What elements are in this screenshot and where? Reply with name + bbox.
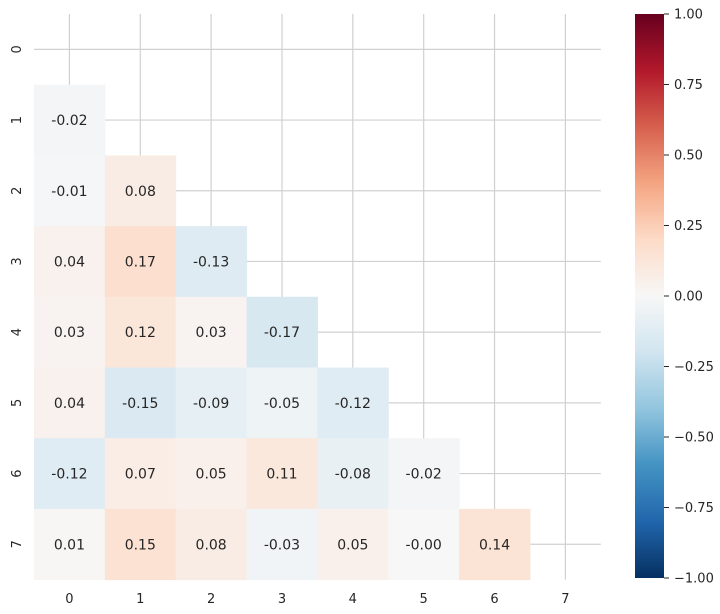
cell-label-5-2: -0.09 xyxy=(193,396,229,412)
y-tick-label-5: 5 xyxy=(10,399,25,407)
heatmap-cell-6-3 xyxy=(246,438,318,510)
x-tick-label-0: 0 xyxy=(65,592,73,607)
heatmap-cell-3-0 xyxy=(34,226,106,298)
heatmap-cell-4-3 xyxy=(246,296,318,368)
colorbar-tick-label-4: 0.00 xyxy=(674,290,703,305)
x-tick-label-1: 1 xyxy=(136,592,144,607)
cell-label-5-1: -0.15 xyxy=(122,396,158,412)
cell-label-5-0: 0.04 xyxy=(54,396,85,412)
heatmap-cell-6-5 xyxy=(388,438,460,510)
colorbar-tick-label-8: −1.00 xyxy=(674,572,714,587)
x-tick-label-4: 4 xyxy=(349,592,357,607)
cell-label-3-0: 0.04 xyxy=(54,254,85,270)
heatmap-cell-6-0 xyxy=(34,438,106,510)
heatmap-cell-5-1 xyxy=(104,367,177,439)
x-axis-ticks: 0 1 2 3 4 5 6 7 xyxy=(65,592,569,607)
colorbar-tick-label-3: 0.25 xyxy=(674,219,703,234)
heatmap-cells: -0.02 -0.01 0.08 0.04 0.17 -0.13 0.03 0.12 0.03 -… xyxy=(34,84,531,581)
cell-label-7-4: 0.05 xyxy=(337,537,368,553)
colorbar-gradient xyxy=(635,14,664,578)
heatmap-cell-7-4 xyxy=(317,508,389,581)
cell-label-2-0: -0.01 xyxy=(51,184,87,200)
y-tick-label-0: 0 xyxy=(10,45,25,53)
cell-label-7-1: 0.15 xyxy=(125,537,156,553)
cell-label-7-5: -0.00 xyxy=(406,537,442,553)
cell-label-7-0: 0.01 xyxy=(54,537,85,553)
cell-label-3-2: -0.13 xyxy=(193,254,229,270)
heatmap-cell-2-0 xyxy=(34,155,106,227)
heatmap-cell-4-1 xyxy=(104,296,177,368)
heatmap-cell-3-1 xyxy=(104,226,177,298)
cell-label-7-2: 0.08 xyxy=(196,537,227,553)
cell-label-1-0: -0.02 xyxy=(51,113,87,129)
cell-label-6-3: 0.11 xyxy=(266,467,297,483)
heatmap-cell-5-0 xyxy=(34,367,106,439)
y-tick-label-2: 2 xyxy=(10,187,25,195)
cell-label-3-1: 0.17 xyxy=(125,254,156,270)
heatmap-cell-7-0 xyxy=(34,508,106,581)
cell-label-4-1: 0.12 xyxy=(125,325,156,341)
x-tick-label-2: 2 xyxy=(207,592,215,607)
heatmap-cell-4-0 xyxy=(34,296,106,368)
colorbar: 1.00 0.75 0.50 0.25 0.00 −0.25 −0.50 −0.75 −1.00 xyxy=(635,8,714,587)
heatmap-cell-6-1 xyxy=(104,438,177,510)
cell-label-2-1: 0.08 xyxy=(125,184,156,200)
y-tick-label-3: 3 xyxy=(10,257,25,265)
heatmap-cell-6-4 xyxy=(317,438,389,510)
y-axis-ticks: 0 1 2 3 4 5 6 7 xyxy=(10,45,25,548)
heatmap-cell-5-4 xyxy=(317,367,389,439)
heatmap-cell-2-1 xyxy=(104,155,177,227)
heatmap-cell-7-6 xyxy=(459,508,531,581)
heatmap-cell-1-0 xyxy=(34,84,106,156)
cell-label-7-3: -0.03 xyxy=(264,537,300,553)
x-tick-label-3: 3 xyxy=(278,592,286,607)
colorbar-tick-label-6: −0.50 xyxy=(674,431,714,446)
colorbar-tick-label-5: −0.25 xyxy=(674,360,714,375)
cell-label-6-1: 0.07 xyxy=(125,467,156,483)
y-tick-label-4: 4 xyxy=(10,328,25,336)
cell-label-5-3: -0.05 xyxy=(264,396,300,412)
y-tick-label-7: 7 xyxy=(10,540,25,548)
cell-label-6-2: 0.05 xyxy=(196,467,227,483)
heatmap-cell-7-5 xyxy=(388,508,460,581)
heatmap-cell-7-2 xyxy=(175,508,248,581)
x-tick-label-6: 6 xyxy=(490,592,498,607)
x-tick-label-5: 5 xyxy=(420,592,428,607)
heatmap-cell-4-2 xyxy=(175,296,248,368)
x-tick-label-7: 7 xyxy=(561,592,569,607)
colorbar-tick-label-7: −0.75 xyxy=(674,501,714,516)
colorbar-tick-label-1: 0.75 xyxy=(674,78,703,93)
cell-label-6-5: -0.02 xyxy=(406,467,442,483)
cell-label-6-0: -0.12 xyxy=(51,467,87,483)
heatmap-cell-5-2 xyxy=(175,367,248,439)
y-tick-label-6: 6 xyxy=(10,469,25,477)
heatmap-cell-3-2 xyxy=(175,226,248,298)
cell-label-7-6: 0.14 xyxy=(479,537,510,553)
heatmap-cell-5-3 xyxy=(246,367,318,439)
cell-label-4-3: -0.17 xyxy=(264,325,300,341)
cell-label-5-4: -0.12 xyxy=(335,396,371,412)
heatmap-cell-7-3 xyxy=(246,508,318,581)
colorbar-tick-label-0: 1.00 xyxy=(674,8,703,23)
cell-label-4-0: 0.03 xyxy=(54,325,85,341)
heatmap-cell-7-1 xyxy=(104,508,177,581)
colorbar-tick-label-2: 0.50 xyxy=(674,149,703,164)
cell-label-6-4: -0.08 xyxy=(335,467,371,483)
y-tick-label-1: 1 xyxy=(10,116,25,124)
cell-label-4-2: 0.03 xyxy=(196,325,227,341)
heatmap-cell-6-2 xyxy=(175,438,248,510)
